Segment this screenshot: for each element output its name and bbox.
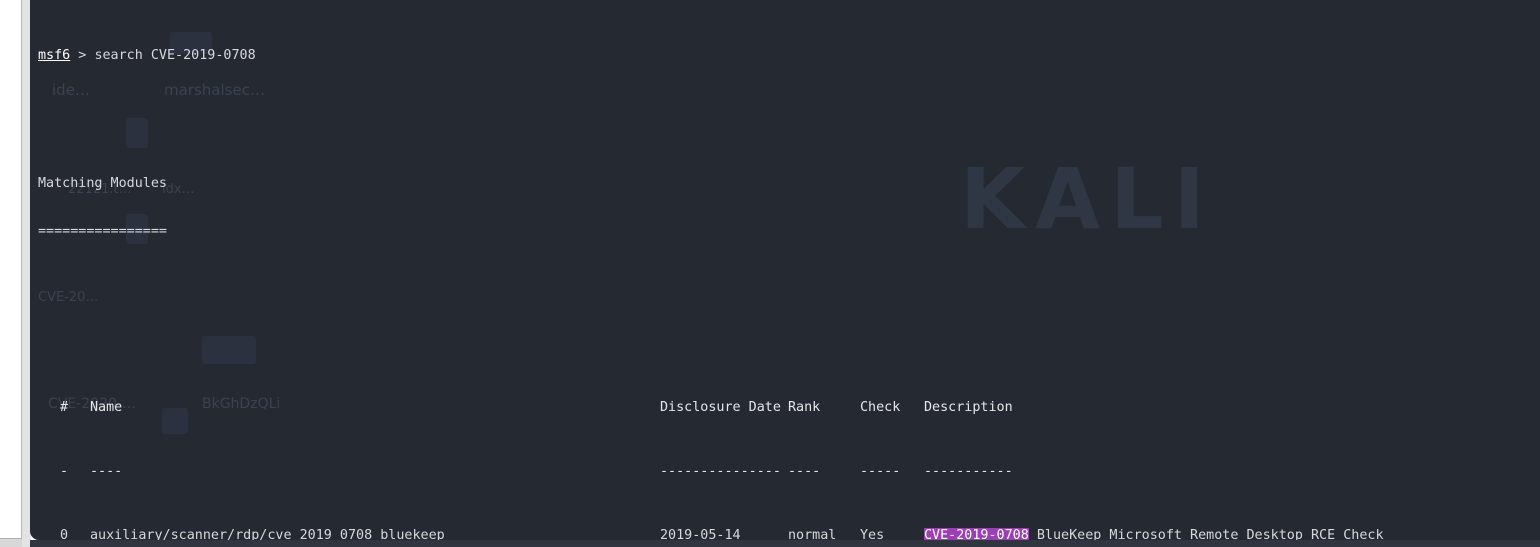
row-description: CVE-2019-0708 BlueKeep Microsoft Remote …: [924, 528, 1384, 540]
blank-line: [38, 336, 1540, 352]
table-rule-row: - ---- --------------- ---- ----- -----------: [38, 464, 1540, 480]
header-description: Description: [924, 400, 1013, 415]
terminal-bottom-edge: [30, 540, 1540, 547]
prompt-separator: >: [70, 48, 95, 63]
matching-modules-label: Matching Modules: [38, 176, 167, 191]
window-chrome-strip: [22, 0, 31, 547]
table-row: 0 auxiliary/scanner/rdp/cve_2019_0708_blu…: [38, 528, 1540, 540]
msf-prompt: msf6: [38, 48, 71, 63]
search-command: search CVE-2019-0708: [94, 48, 256, 63]
header-check: Check: [860, 400, 901, 415]
blank-line: [38, 112, 1540, 128]
table-header-row: # Name Disclosure Date Rank Check Description: [38, 400, 1540, 416]
rule-disclosure-date: ---------------: [660, 464, 781, 479]
module-table: 0 auxiliary/scanner/rdp/cve_2019_0708_blu…: [38, 528, 1540, 540]
rule-name: ----: [90, 464, 123, 479]
matching-modules-rule: ================: [38, 224, 1540, 240]
cve-highlight: CVE-2019-0708: [924, 528, 1029, 540]
header-disclosure-date: Disclosure Date: [660, 400, 781, 415]
blank-line: [38, 288, 1540, 304]
rule-rank: ----: [788, 464, 821, 479]
rule-num: -: [59, 464, 68, 479]
header-name: Name: [90, 400, 123, 415]
header-num: #: [59, 400, 68, 415]
rule-check: -----: [860, 464, 901, 479]
header-rank: Rank: [788, 400, 821, 415]
terminal-window[interactable]: KALI marshalsec… ide… 22121.t… idx… CVE-…: [30, 0, 1540, 540]
row-module-name: auxiliary/scanner/rdp/cve_2019_0708_blue…: [90, 528, 445, 540]
row-index: 0: [59, 528, 68, 540]
window-left-gutter: [0, 0, 22, 538]
matching-modules-heading: Matching Modules: [38, 176, 1540, 192]
heading-underline: ================: [38, 224, 167, 239]
row-disclosure-date: 2019-05-14: [660, 528, 741, 540]
row-rank: normal: [788, 528, 837, 540]
row-check: Yes: [860, 528, 885, 540]
rule-description: -----------: [924, 464, 1013, 479]
terminal-line-search: msf6 > search CVE-2019-0708: [38, 48, 1540, 64]
window-bottom-left-corner: [0, 538, 22, 547]
terminal-screen[interactable]: msf6 > search CVE-2019-0708 Matching Mod…: [38, 0, 1540, 540]
